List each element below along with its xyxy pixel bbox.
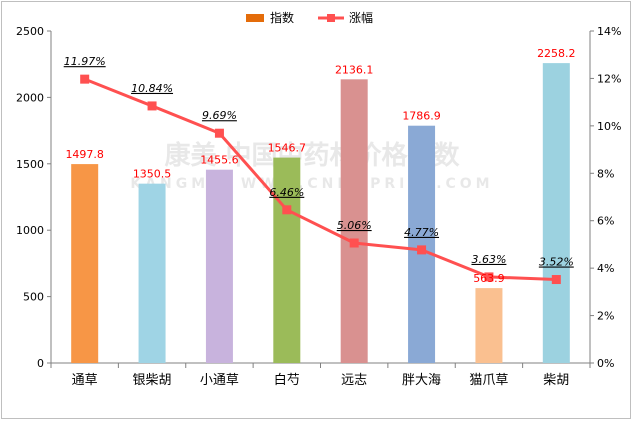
watermark: 康美 中国中药材价格指数 KANGMEI WWW.CNKMPRICE.COM <box>130 140 493 192</box>
legend: 指数 涨幅 <box>246 10 373 25</box>
line-point <box>349 238 359 248</box>
line-value-label: 9.69% <box>202 109 237 122</box>
bar <box>542 63 570 364</box>
legend-swatch-marker <box>327 14 335 22</box>
line-point <box>551 275 561 285</box>
bar-value-label: 2258.2 <box>537 47 576 60</box>
line-value-label: 6.46% <box>269 186 304 199</box>
y-right-tick-label: 10% <box>597 120 621 133</box>
bar-value-label: 1455.6 <box>200 154 239 167</box>
y-right-tick-label: 0% <box>597 357 614 370</box>
line-point <box>417 245 427 255</box>
line-point <box>147 101 157 111</box>
bar <box>138 183 166 363</box>
y-left-tick-label: 2500 <box>16 25 44 38</box>
data-labels: 1497.8 1350.5 1455.6 1546.7 2136.1 1786.9 563.… <box>64 47 576 285</box>
y-right-tick-label: 8% <box>597 167 614 180</box>
x-tick-label: 柴胡 <box>543 373 569 388</box>
line-value-label: 10.84% <box>131 82 173 95</box>
bar-value-label: 563.9 <box>473 272 505 285</box>
legend-swatch-bar <box>246 14 264 22</box>
x-tick-label: 银柴胡 <box>133 373 172 388</box>
line-value-label: 5.06% <box>337 219 372 232</box>
x-tick-label: 小通草 <box>200 373 239 388</box>
axes: 0 500 1000 1500 2000 2500 0% 2% 4% 6% 8% 10% 12% 14% 通… <box>16 25 621 388</box>
x-tick-label: 远志 <box>341 373 367 388</box>
line-point <box>214 128 224 138</box>
y-right-tick-label: 12% <box>597 72 621 85</box>
bar <box>340 79 368 363</box>
y-right-tick-label: 6% <box>597 215 614 228</box>
bar <box>273 157 301 363</box>
bars <box>71 63 570 364</box>
line-point <box>484 272 494 282</box>
x-tick-label: 胖大海 <box>402 373 441 388</box>
legend-label: 涨幅 <box>349 10 373 25</box>
series-line <box>84 77 557 282</box>
y-left-tick-label: 500 <box>23 291 44 304</box>
x-tick-label: 白芍 <box>274 372 300 388</box>
line-value-label: 3.52% <box>539 256 574 269</box>
bar-value-label: 1786.9 <box>402 110 441 123</box>
line-series <box>80 74 561 285</box>
bar-value-label: 1350.5 <box>133 168 172 181</box>
line-value-label: 4.77% <box>404 226 439 239</box>
y-left-tick-label: 1000 <box>16 224 44 237</box>
y-right-tick-label: 14% <box>597 25 621 38</box>
y-left-tick-label: 0 <box>37 357 44 370</box>
bar-value-label: 1497.8 <box>65 148 104 161</box>
line-value-label: 3.63% <box>471 253 506 266</box>
y-right-tick-label: 2% <box>597 310 614 323</box>
legend-label: 指数 <box>270 10 294 25</box>
bar <box>205 169 233 363</box>
line-value-label: 11.97% <box>64 55 106 68</box>
bar <box>71 164 99 363</box>
y-left-tick-label: 2000 <box>16 91 44 104</box>
bar <box>408 125 436 363</box>
x-tick-label: 猫爪草 <box>469 373 508 388</box>
y-left-tick-label: 1500 <box>16 158 44 171</box>
bar <box>475 288 503 363</box>
line-point <box>282 205 292 215</box>
watermark-subtext: KANGMEI WWW.CNKMPRICE.COM <box>130 176 493 192</box>
bar-value-label: 2136.1 <box>335 63 374 76</box>
bar-value-label: 1546.7 <box>268 142 307 155</box>
y-right-tick-label: 4% <box>597 262 614 275</box>
x-tick-label: 通草 <box>72 373 98 388</box>
line-point <box>80 74 90 84</box>
